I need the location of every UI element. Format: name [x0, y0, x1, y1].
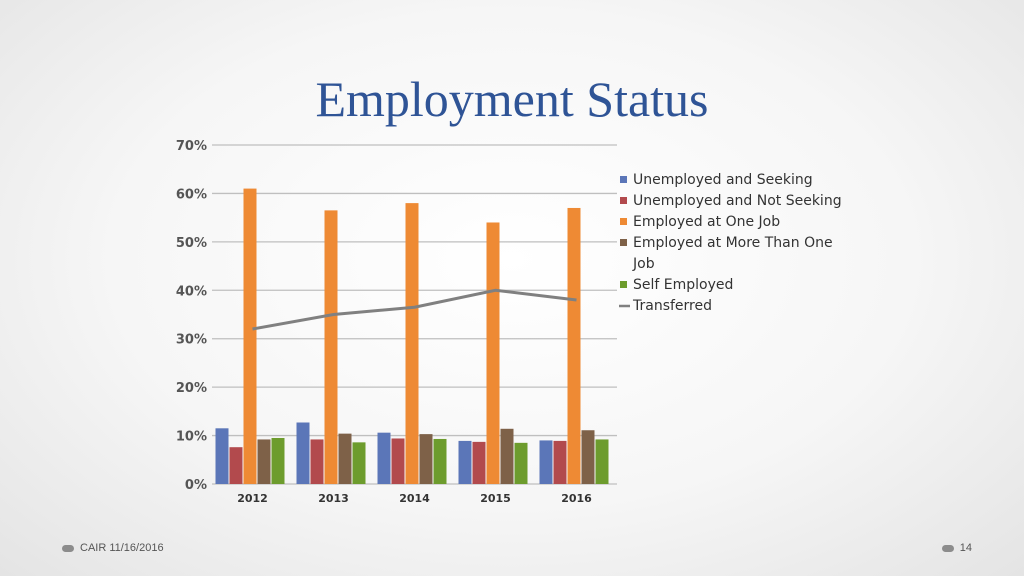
bar-unemployed-and-seeking	[458, 440, 472, 484]
bar-self-employed	[433, 438, 447, 484]
x-tick-label: 2014	[399, 492, 430, 505]
bar-employed-at-more-than-one-job	[419, 434, 433, 484]
bar-unemployed-and-not-seeking	[391, 438, 405, 484]
bar-unemployed-and-seeking	[377, 432, 391, 484]
bar-employed-at-more-than-one-job	[581, 430, 595, 484]
bar-unemployed-and-not-seeking	[229, 447, 243, 484]
legend-label: Job	[632, 256, 655, 272]
bar-self-employed	[595, 439, 609, 484]
bar-unemployed-and-not-seeking	[472, 441, 486, 484]
legend-label: Transferred	[632, 298, 712, 314]
bar-self-employed	[271, 437, 285, 484]
legend-label: Employed at One Job	[633, 214, 780, 230]
y-tick-label: 70%	[176, 139, 207, 154]
x-tick-label: 2013	[318, 492, 349, 505]
y-tick-label: 0%	[185, 478, 207, 493]
chart-bars	[215, 188, 609, 485]
bar-employed-at-more-than-one-job	[257, 439, 271, 484]
x-tick-label: 2015	[480, 492, 511, 505]
bar-unemployed-and-seeking	[539, 440, 553, 484]
bar-employed-at-one-job	[243, 188, 257, 485]
legend-label: Employed at More Than One	[633, 235, 833, 251]
x-axis-ticks: 2012 2013 2014 2015 2016	[237, 492, 592, 505]
legend-label: Unemployed and Not Seeking	[633, 193, 842, 209]
y-tick-label: 60%	[176, 187, 207, 202]
line-transferred	[252, 288, 577, 331]
bullet-dot-icon	[62, 544, 74, 552]
x-tick-label: 2016	[561, 492, 592, 505]
legend-swatch	[620, 197, 627, 204]
bar-unemployed-and-not-seeking	[310, 439, 324, 484]
chart-legend: Unemployed and Seeking Unemployed and Not…	[619, 172, 842, 314]
bar-employed-at-one-job	[486, 222, 500, 484]
legend-swatch	[620, 281, 627, 288]
bar-employed-at-one-job	[405, 203, 419, 484]
bar-employed-at-one-job	[324, 210, 338, 484]
legend-swatch	[620, 176, 627, 183]
legend-swatch	[620, 218, 627, 225]
y-tick-label: 10%	[176, 430, 207, 445]
bar-unemployed-and-seeking	[296, 422, 310, 484]
footer-right: 14	[941, 542, 972, 554]
slide-title: Employment Status	[315, 71, 709, 127]
bar-employed-at-more-than-one-job	[338, 433, 352, 484]
x-tick-label: 2012	[237, 492, 268, 505]
legend-swatch	[620, 239, 627, 246]
legend-label: Unemployed and Seeking	[633, 172, 813, 188]
bar-employed-at-more-than-one-job	[500, 428, 514, 484]
bullet-dot-icon	[941, 544, 954, 552]
chart-line	[252, 288, 577, 331]
y-tick-label: 40%	[176, 284, 207, 299]
y-tick-label: 50%	[176, 236, 207, 251]
bar-employed-at-one-job	[567, 207, 581, 484]
y-tick-label: 30%	[176, 333, 207, 348]
page-number: 14	[959, 542, 972, 554]
footer-date: CAIR 11/16/2016	[80, 542, 164, 554]
footer-left: CAIR 11/16/2016	[62, 542, 164, 554]
bar-self-employed	[352, 442, 366, 484]
bar-self-employed	[514, 442, 528, 484]
y-tick-label: 20%	[176, 381, 207, 396]
y-axis-ticks: 0% 10% 20% 30% 40% 50% 60% 70%	[176, 139, 207, 493]
bar-unemployed-and-seeking	[215, 428, 229, 484]
legend-label: Self Employed	[633, 277, 733, 293]
bar-unemployed-and-not-seeking	[553, 440, 567, 484]
